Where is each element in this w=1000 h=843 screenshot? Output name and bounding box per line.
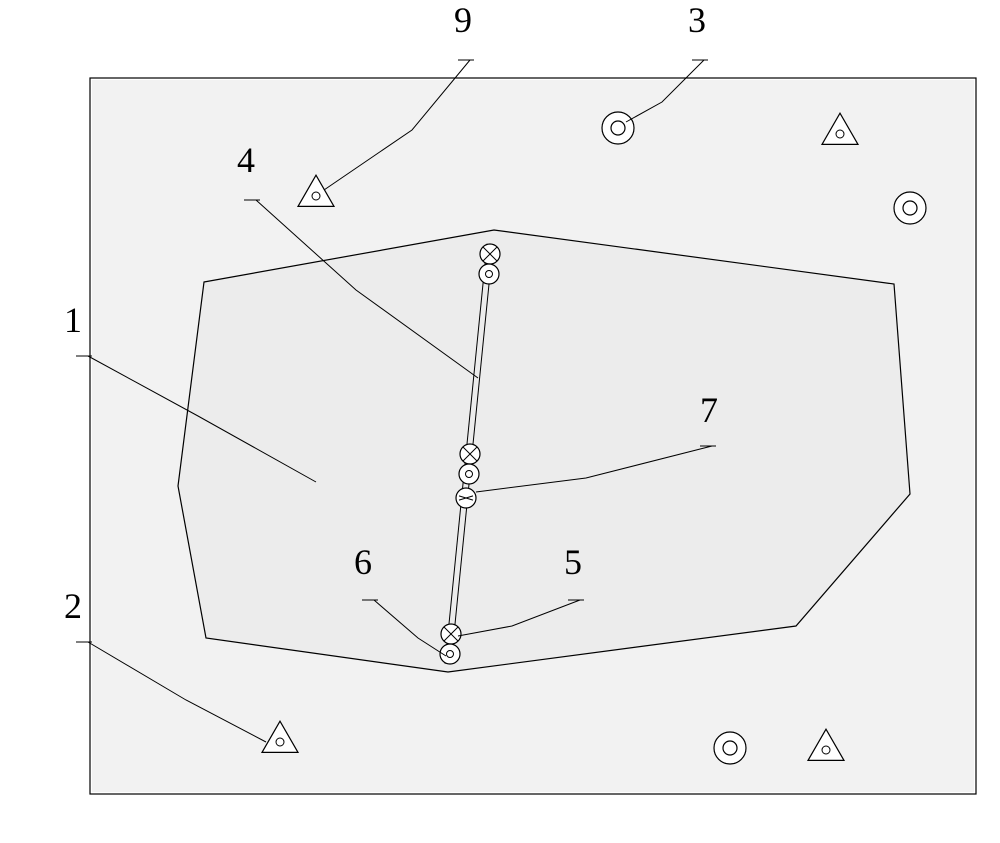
label-l6: 6 [354,542,372,582]
concentric-icon [602,112,634,144]
slot-circle [479,264,499,284]
label-l9: 9 [454,0,472,40]
label-l1: 1 [64,300,82,340]
slot-circle [459,464,479,484]
label-l2: 2 [64,586,82,626]
concentric-icon [894,192,926,224]
region-polygon [178,230,910,672]
concentric-icon [714,732,746,764]
label-l3: 3 [688,0,706,40]
label-l7: 7 [700,390,718,430]
label-l4: 4 [237,140,255,180]
label-l5: 5 [564,542,582,582]
technical-diagram: 1 2 3 4 5 6 7 9 [0,0,1000,843]
